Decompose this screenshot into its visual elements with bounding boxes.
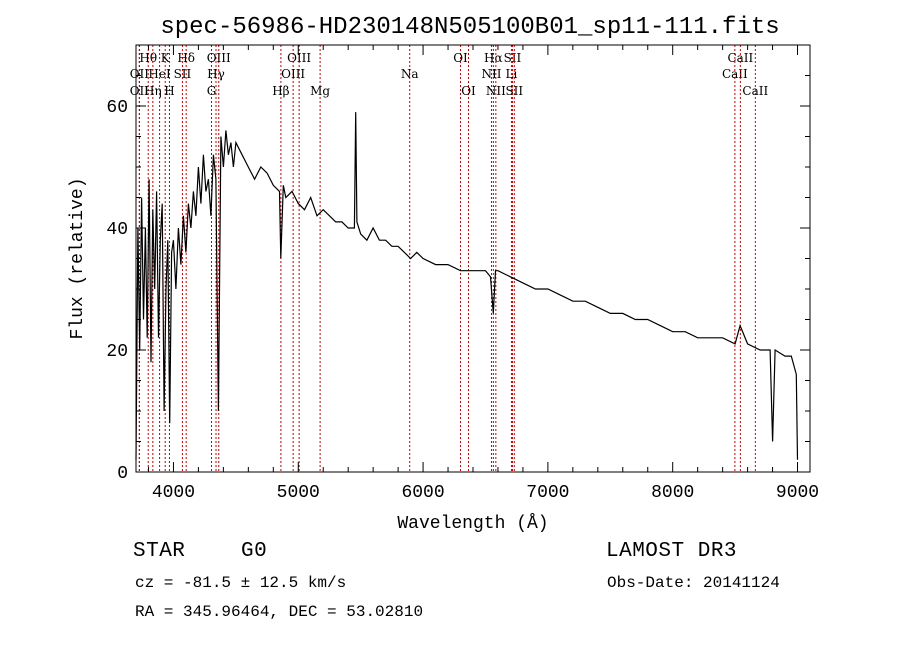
y-tick-label: 0 (117, 464, 128, 484)
line-marker-label: NII (481, 67, 501, 81)
line-marker-label: OIII (281, 67, 305, 81)
x-axis-label: Wavelength (Å) (397, 513, 548, 534)
obs-date: Obs-Date: 20141124 (607, 574, 780, 592)
line-marker-label: NII (486, 84, 506, 98)
line-marker-label: Hβ (272, 84, 289, 98)
y-axis-label: Flux (relative) (68, 177, 88, 339)
survey-name: LAMOST DR3 (606, 540, 738, 563)
line-marker-label: Na (401, 67, 419, 81)
line-marker-label: Li (506, 67, 518, 81)
line-marker-label: Hθ (139, 51, 157, 65)
y-tick-label: 20 (106, 342, 128, 362)
line-marker-label: CaII (742, 84, 768, 98)
coordinates: RA = 345.96464, DEC = 53.02810 (135, 603, 424, 621)
y-tick-label: 40 (106, 220, 128, 240)
line-marker-label: H (164, 84, 174, 98)
x-tick-label: 5000 (277, 483, 320, 503)
x-tick-label: 9000 (776, 483, 819, 503)
line-marker-label: OI (461, 84, 476, 98)
chart-title: spec-56986-HD230148N505100B01_sp11-111.f… (160, 14, 779, 41)
y-tick-label: 60 (106, 98, 128, 118)
line-marker-label: G (207, 84, 217, 98)
line-marker-label: OI (453, 51, 468, 65)
line-marker-label: CaII (722, 67, 748, 81)
line-marker-label: SII (174, 67, 192, 81)
line-marker-label: Hδ (177, 51, 195, 65)
object-class: STAR (133, 540, 186, 563)
line-marker-label: Hγ (207, 67, 225, 81)
plot-frame (135, 44, 811, 473)
line-marker-label: OII (130, 84, 150, 98)
spectral-line-markers: OIIOIIHθHηHeIKHSIIHδGHγOIIIHβOIIIOIIIMgN… (130, 45, 768, 472)
line-marker-label: Mg (310, 84, 330, 98)
x-tick-label: 6000 (401, 483, 444, 503)
spectrum-line (135, 112, 799, 460)
line-marker-label: OIII (207, 51, 231, 65)
line-marker-label: HeI (148, 67, 171, 81)
x-tick-label: 4000 (152, 483, 195, 503)
line-marker-label: K (161, 51, 171, 65)
line-marker-label: SII (505, 84, 523, 98)
line-marker-label: Hα (484, 51, 503, 65)
object-subclass: G0 (241, 540, 268, 563)
line-marker-label: CaII (727, 51, 753, 65)
x-tick-label: 8000 (651, 483, 694, 503)
line-marker-label: Hη (144, 84, 162, 98)
axis-ticks: 4000 5000 6000 7000 8000 9000 0 20 40 60 (106, 45, 819, 503)
line-marker-label: SII (504, 51, 522, 65)
redshift-value: cz = -81.5 ± 12.5 km/s (135, 574, 347, 592)
x-tick-label: 7000 (526, 483, 569, 503)
line-marker-label: OIII (287, 51, 311, 65)
